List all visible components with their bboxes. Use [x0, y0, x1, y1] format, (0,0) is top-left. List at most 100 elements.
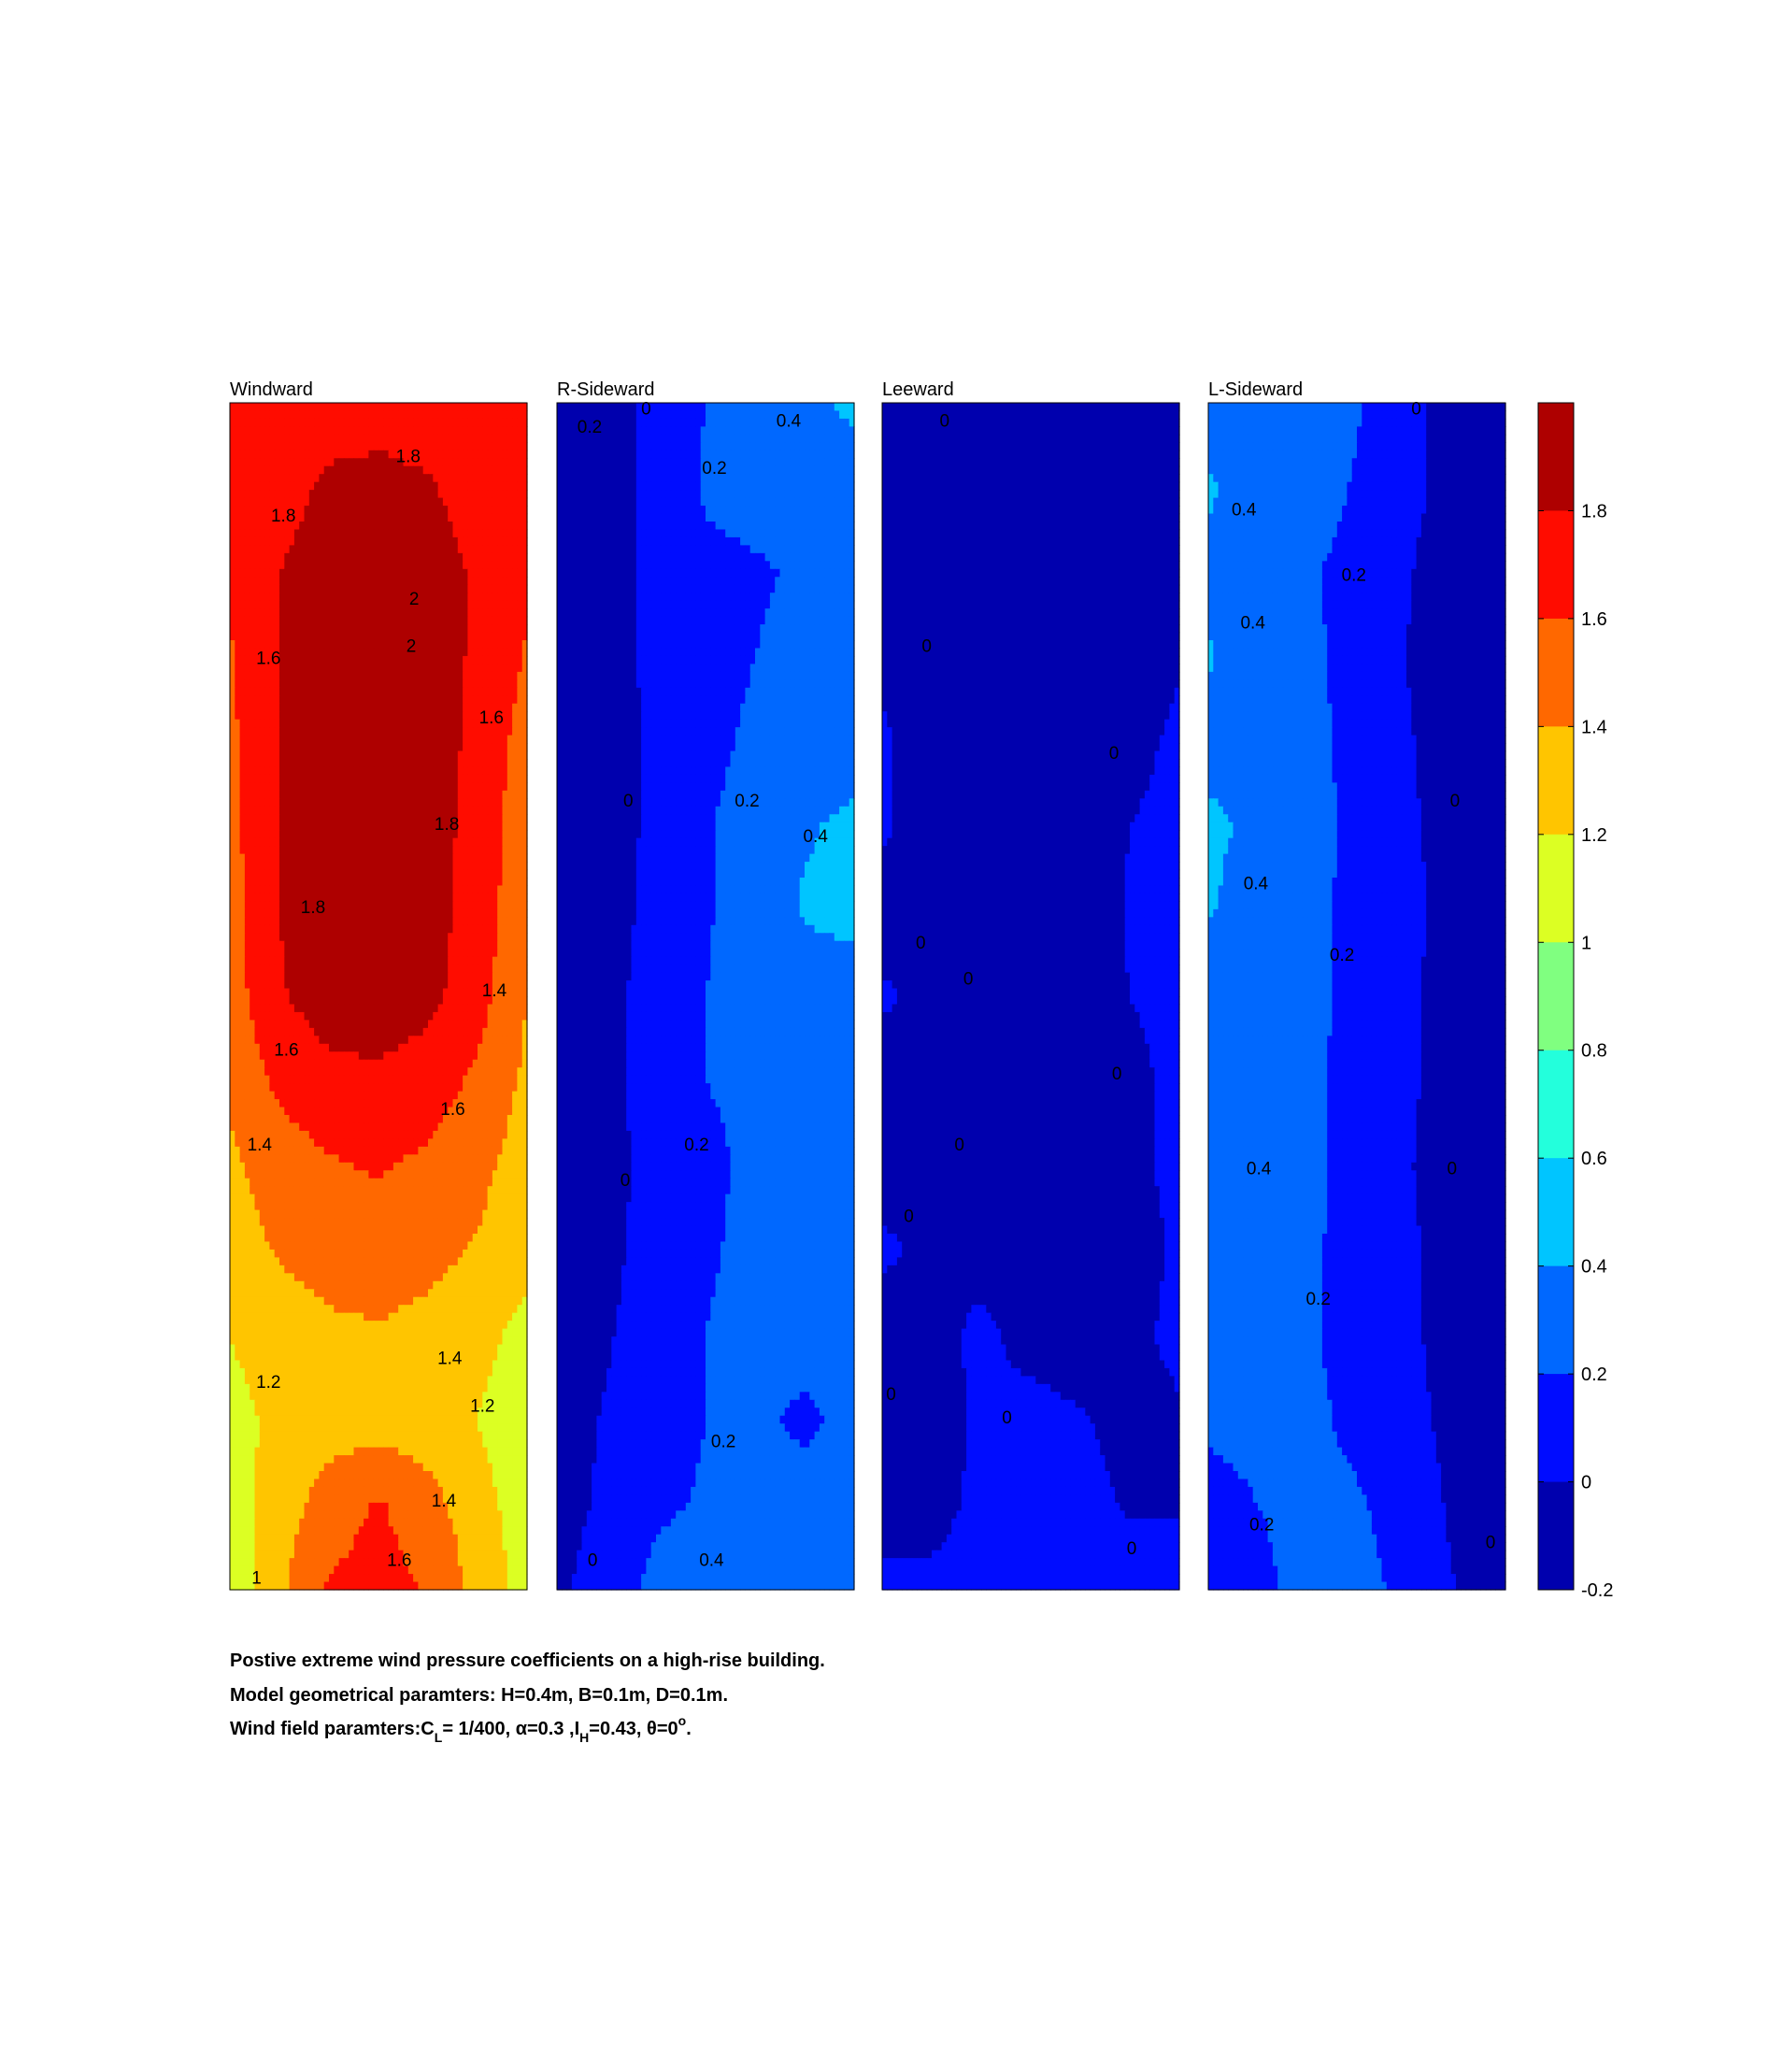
contour-cell	[467, 616, 474, 625]
contour-cell	[264, 1004, 270, 1013]
contour-cell	[407, 536, 414, 546]
contour-cell	[264, 1036, 270, 1045]
contour-cell	[269, 434, 276, 443]
contour-cell	[442, 465, 449, 475]
contour-cell	[467, 608, 474, 618]
contour-cell	[418, 568, 424, 578]
contour-cell	[472, 727, 478, 736]
contour-cell	[517, 996, 523, 1006]
contour-cell	[463, 418, 468, 427]
contour-cell	[403, 458, 409, 467]
contour-cell	[442, 664, 449, 673]
contour-cell	[259, 1059, 265, 1068]
contour-cell	[413, 426, 419, 436]
contour-cell	[364, 403, 369, 412]
contour-cell	[517, 750, 523, 760]
contour-cell	[358, 506, 364, 515]
contour-cell	[274, 577, 280, 586]
contour-cell	[463, 980, 468, 990]
contour-cell	[482, 862, 489, 871]
contour-cell	[497, 671, 504, 680]
contour-cell	[230, 513, 235, 522]
contour-cell	[437, 513, 444, 522]
contour-cell	[284, 490, 291, 499]
contour-cell	[403, 814, 409, 823]
contour-cell	[398, 671, 405, 680]
contour-cell	[338, 1020, 345, 1029]
contour-cell	[517, 743, 523, 752]
contour-cell	[284, 814, 291, 823]
contour-cell	[235, 490, 241, 499]
contour-cell	[254, 1059, 261, 1068]
contour-cell	[437, 949, 444, 958]
contour-cell	[358, 814, 364, 823]
contour-cell	[284, 1059, 291, 1068]
contour-cell	[403, 933, 409, 942]
contour-cell	[299, 869, 306, 879]
contour-cell	[383, 735, 390, 744]
contour-cell	[308, 529, 315, 538]
contour-cell	[358, 695, 364, 705]
contour-cell	[314, 885, 320, 894]
contour-cell	[293, 719, 300, 728]
contour-cell	[269, 577, 276, 586]
contour-cell	[353, 600, 360, 609]
contour-cell	[407, 1004, 414, 1013]
contour-cell	[392, 1036, 399, 1045]
contour-cell	[457, 536, 464, 546]
contour-cell	[428, 624, 434, 634]
contour-cell	[388, 655, 394, 664]
contour-cell	[428, 671, 434, 680]
contour-cell	[299, 1020, 306, 1029]
contour-cell	[304, 933, 310, 942]
contour-cell	[407, 1027, 414, 1036]
contour-cell	[482, 806, 489, 815]
contour-cell	[254, 403, 261, 412]
contour-cell	[279, 980, 285, 990]
contour-cell	[502, 862, 508, 871]
contour-cell	[428, 798, 434, 807]
contour-cell	[323, 403, 330, 412]
contour-cell	[428, 759, 434, 768]
contour-cell	[323, 593, 330, 602]
contour-cell	[329, 593, 335, 602]
contour-cell	[284, 458, 291, 467]
contour-cell	[358, 893, 364, 902]
contour-cell	[230, 988, 235, 997]
contour-cell	[239, 458, 246, 467]
contour-cell	[472, 522, 478, 531]
contour-cell	[407, 996, 414, 1006]
contour-cell	[319, 403, 325, 412]
contour-cell	[308, 490, 315, 499]
contour-cell	[442, 426, 449, 436]
contour-cell	[254, 664, 261, 673]
contour-cell	[463, 940, 468, 950]
contour-cell	[487, 695, 493, 705]
contour-cell	[403, 774, 409, 783]
contour-cell	[319, 600, 325, 609]
contour-cell	[517, 552, 523, 562]
contour-cell	[506, 1011, 513, 1021]
contour-cell	[487, 648, 493, 657]
contour-cell	[319, 822, 325, 831]
contour-cell	[467, 703, 474, 712]
contour-cell	[487, 465, 493, 475]
contour-cell	[368, 956, 375, 965]
contour-cell	[472, 552, 478, 562]
contour-cell	[472, 648, 478, 657]
contour-cell	[334, 814, 340, 823]
contour-cell	[428, 577, 434, 586]
contour-cell	[364, 949, 369, 958]
contour-cell	[334, 577, 340, 586]
contour-cell	[407, 956, 414, 965]
contour-cell	[452, 1011, 459, 1021]
contour-cell	[329, 766, 335, 776]
contour-cell	[478, 593, 483, 602]
contour-cell	[308, 434, 315, 443]
contour-cell	[319, 711, 325, 721]
contour-cell	[413, 822, 419, 831]
contour-cell	[274, 536, 280, 546]
contour-cell	[448, 901, 454, 910]
contour-cell	[244, 655, 250, 664]
contour-cell	[314, 616, 320, 625]
